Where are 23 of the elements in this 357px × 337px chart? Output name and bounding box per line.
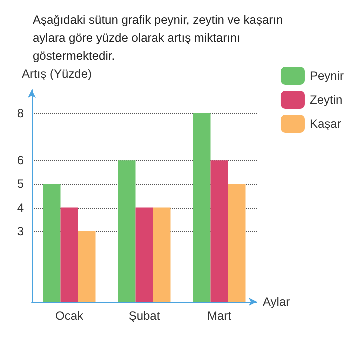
y-axis-title: Artış (Yüzde) bbox=[22, 67, 92, 81]
legend-label: Zeytin bbox=[310, 93, 343, 107]
x-tick-label: Mart bbox=[208, 309, 232, 323]
y-tick-label: 4 bbox=[17, 200, 24, 215]
x-axis-title: Aylar bbox=[263, 295, 290, 309]
y-tick-label: 8 bbox=[17, 106, 24, 121]
bar bbox=[228, 184, 246, 302]
y-tick-label: 6 bbox=[17, 154, 24, 168]
x-tick-label: Ocak bbox=[55, 309, 84, 323]
bar bbox=[153, 208, 171, 302]
y-tick-label: 5 bbox=[17, 177, 24, 192]
legend-label: Kaşar bbox=[310, 117, 342, 131]
chart-title: Aşağıdaki sütun grafik peynir, zeytin ve kaşarın aylara göre yüzde olarak artış miktarını göstermektedir. bbox=[33, 13, 286, 63]
bar bbox=[43, 184, 61, 302]
x-tick-label: Şubat bbox=[128, 309, 161, 323]
bar bbox=[136, 208, 154, 302]
bar bbox=[118, 160, 136, 302]
bar bbox=[60, 208, 78, 302]
bar bbox=[78, 231, 96, 302]
bar bbox=[193, 114, 211, 302]
legend-label: Peynir bbox=[310, 69, 344, 83]
bar bbox=[210, 160, 228, 302]
y-tick-label: 3 bbox=[17, 224, 24, 238]
